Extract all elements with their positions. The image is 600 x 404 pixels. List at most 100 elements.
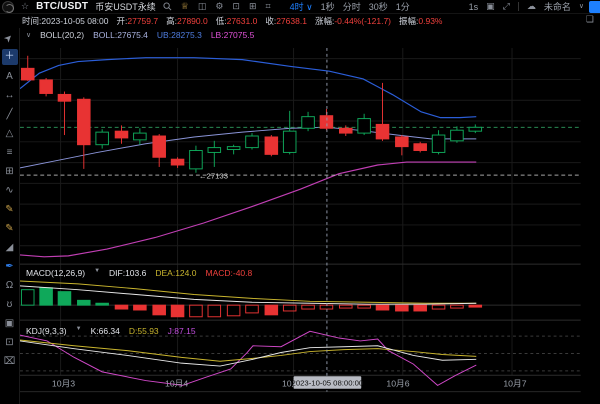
search-icon[interactable] [163, 2, 172, 11]
candle-body[interactable] [152, 135, 166, 158]
timeframe-30秒[interactable]: 30秒 [368, 2, 388, 12]
timeframe-1分[interactable]: 1分 [395, 2, 410, 12]
pane-restore-icon[interactable]: ❏ [585, 14, 594, 24]
candle-body[interactable] [468, 126, 483, 132]
boll-lb-value: 27075.5 [223, 30, 255, 40]
candle-body[interactable] [264, 136, 279, 155]
cloud-save-icon[interactable]: ☁ [526, 1, 536, 11]
open-value: 27759.7 [127, 16, 159, 26]
time-axis-label: 10月7 [503, 378, 526, 388]
boll-ub-value: 28275.3 [171, 30, 202, 40]
candle-body[interactable] [95, 131, 109, 146]
candle-body[interactable] [77, 98, 91, 146]
candle-body[interactable] [395, 136, 409, 148]
app-logo[interactable] [2, 0, 14, 13]
candle-body[interactable] [189, 150, 203, 170]
collapse-chevron-icon[interactable]: ∨ [26, 32, 32, 39]
open-label: 开: [116, 16, 128, 26]
favorite-star-icon[interactable]: ☆ [21, 1, 30, 11]
brush-tool-icon[interactable]: ✎ [5, 203, 14, 215]
resolution-label: 1s [468, 1, 479, 12]
candle-body[interactable] [20, 67, 35, 81]
indicator-box-icon[interactable]: ⊡ [232, 1, 240, 11]
candle-body[interactable] [114, 130, 129, 139]
candle-body[interactable] [245, 135, 259, 149]
chart-canvas[interactable]: ←2713310月310月410月510月610月72023-10-05 08:… [20, 42, 600, 404]
text-tool-icon[interactable]: A [6, 70, 13, 82]
boll-mid-value: 27675.4 [117, 30, 148, 40]
candle-body[interactable] [282, 130, 297, 153]
macd-bar [301, 304, 315, 310]
candle-body[interactable] [431, 134, 446, 153]
timeframe-1秒[interactable]: 1秒 [320, 2, 335, 12]
fullscreen-icon[interactable]: ⤢ [502, 1, 510, 11]
low-price-label: ←27133 [199, 172, 228, 181]
delete-tool-icon[interactable]: ⌧ [3, 355, 16, 367]
settings-gear-icon[interactable]: ⚙ [215, 1, 224, 11]
crosshair-time-tooltip [293, 376, 362, 389]
kdj-name[interactable]: KDJ(9,3,3) [26, 326, 67, 336]
macd-bar [207, 304, 222, 318]
boll-middle-band [20, 126, 477, 169]
candle-body[interactable] [450, 129, 464, 142]
chevron-down-icon[interactable]: ∨ [578, 3, 584, 10]
timeframe-4时[interactable]: 4时 ∨ [289, 2, 313, 12]
macd-bar [413, 304, 427, 312]
shape-tool-icon[interactable]: △ [5, 127, 14, 139]
fib-levels-tool-icon[interactable]: ≡ [6, 146, 13, 158]
rect-tool-icon[interactable]: ⊞ [5, 165, 14, 177]
macd-bar [152, 304, 166, 316]
layout-grid-icon[interactable]: ⌗ [265, 1, 271, 11]
export-tool-icon[interactable]: ⊡ [5, 336, 14, 348]
measure-tool-icon[interactable]: ◢ [5, 241, 14, 253]
macd-bar [57, 291, 72, 306]
kdj-d-line [20, 339, 477, 362]
kdj-dropdown-icon[interactable]: ▼ [75, 326, 82, 332]
trend-line-tool-icon[interactable]: ╱ [6, 108, 13, 120]
time-value: 2023-10-05 08:00 [41, 16, 109, 26]
crown-icon[interactable]: ♕ [180, 1, 189, 11]
candle-body[interactable] [357, 118, 371, 134]
candle-body[interactable] [375, 123, 390, 140]
candle-body[interactable] [319, 115, 334, 129]
cursor-tool-icon[interactable]: ➤ [2, 31, 16, 46]
candle-body[interactable] [339, 127, 353, 134]
highlight-brush-tool-icon[interactable]: ✎ [5, 222, 14, 234]
primary-action-button[interactable] [589, 1, 600, 13]
macd-bar [357, 304, 371, 309]
macd-bar [95, 302, 109, 306]
panel-tool-icon[interactable]: ▣ [4, 317, 15, 329]
candle-body[interactable] [133, 132, 147, 141]
candle-body[interactable] [301, 116, 315, 129]
compare-box-icon[interactable]: ⊞ [248, 1, 257, 11]
candle-body[interactable] [39, 79, 53, 94]
symbol-name[interactable]: BTC/USDT [36, 1, 89, 12]
low-label: 低: [215, 16, 227, 26]
layout-name[interactable]: 未命名 [543, 2, 571, 12]
dea-label: DEA: [155, 268, 176, 278]
lock-tool-icon[interactable]: Ω [5, 279, 14, 291]
boll-name[interactable]: BOLL(20,2) [40, 30, 85, 40]
candle-body[interactable] [57, 93, 72, 102]
macd-name[interactable]: MACD(12,26,9) [26, 268, 86, 278]
crosshair-tool-icon[interactable]: ＋ [1, 49, 18, 65]
pen-tool-icon[interactable]: ✒ [5, 260, 14, 272]
magnet-tool-icon[interactable]: ʊ [6, 298, 13, 310]
candle-body[interactable] [226, 146, 241, 151]
boll-lower-band [20, 161, 477, 258]
kline-style-icon[interactable]: ◫ [197, 1, 207, 11]
boll-mid-label: BOLL: [93, 30, 118, 40]
timeframe-分时[interactable]: 分时 [342, 2, 361, 12]
high-label: 高: [166, 16, 177, 26]
macd-value-label: MACD: [205, 268, 233, 278]
camera-icon[interactable]: ▣ [486, 1, 495, 11]
candle-body[interactable] [207, 147, 222, 153]
horizontal-line-tool-icon[interactable]: ↔ [4, 89, 15, 101]
wave-tool-icon[interactable]: ∿ [5, 184, 14, 196]
candle-body[interactable] [170, 158, 185, 166]
j-label: J: [167, 326, 175, 336]
macd-bar [170, 304, 185, 318]
macd-bar [114, 304, 129, 310]
candle-body[interactable] [413, 143, 427, 151]
macd-dropdown-icon[interactable]: ▼ [94, 268, 101, 274]
